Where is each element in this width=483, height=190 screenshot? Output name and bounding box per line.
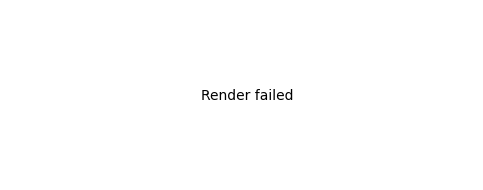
Text: Render failed: Render failed [201,89,294,103]
